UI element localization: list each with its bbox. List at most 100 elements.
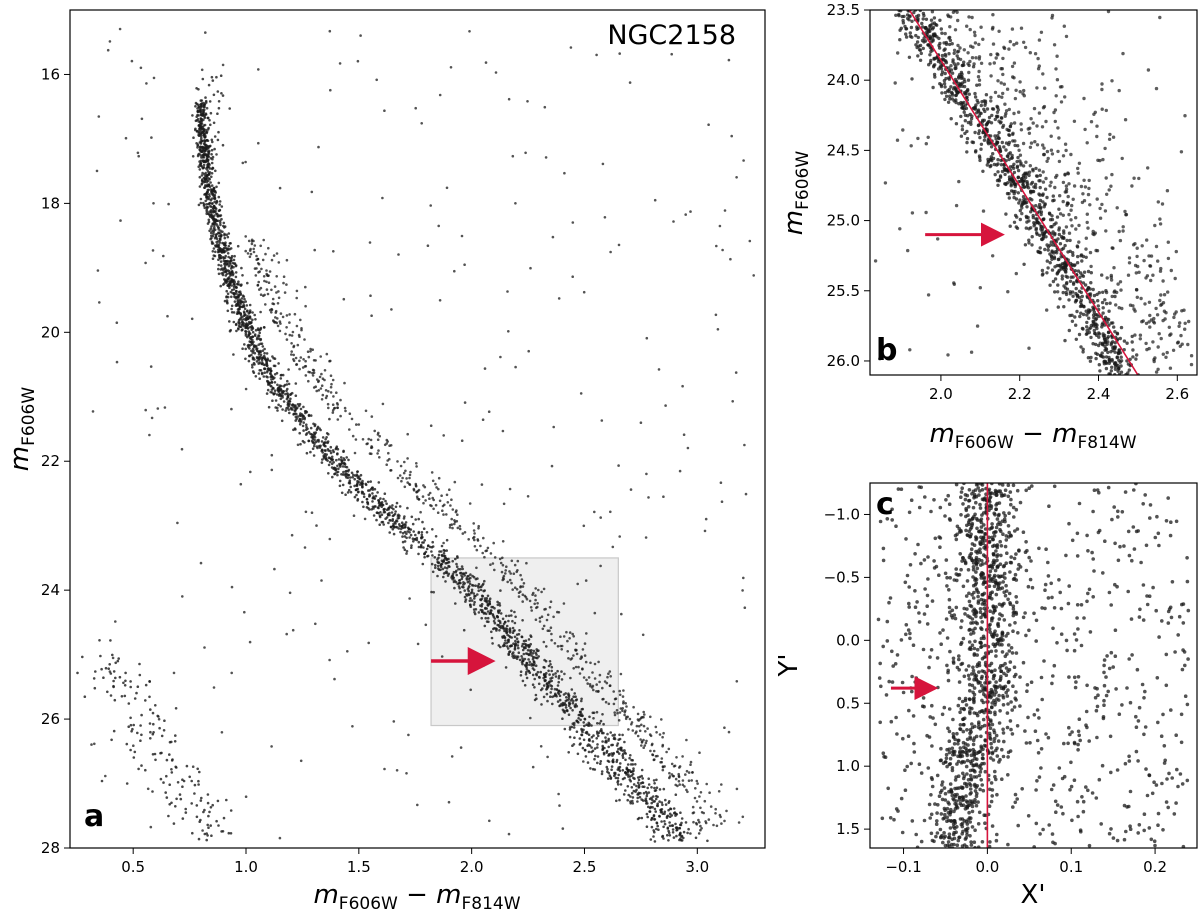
data-point <box>565 630 568 634</box>
data-point <box>313 248 317 252</box>
data-point <box>546 755 549 759</box>
data-point <box>1040 227 1045 231</box>
data-point <box>270 380 274 384</box>
data-point <box>1089 355 1093 360</box>
data-point <box>508 650 511 654</box>
data-point <box>576 582 579 586</box>
data-point <box>209 111 213 115</box>
data-point <box>207 146 210 149</box>
data-point <box>513 621 517 625</box>
data-point <box>328 460 332 464</box>
data-point <box>595 683 598 686</box>
data-point <box>519 670 523 673</box>
data-point <box>472 603 476 606</box>
data-point <box>654 797 658 801</box>
data-point <box>464 571 468 575</box>
data-point <box>311 447 315 451</box>
data-point <box>629 801 632 805</box>
data-point <box>1110 357 1114 362</box>
data-point <box>410 544 413 547</box>
data-point <box>208 195 211 198</box>
data-point <box>243 297 246 301</box>
data-point <box>233 254 236 258</box>
data-point <box>943 97 947 102</box>
data-point <box>632 789 636 793</box>
data-point <box>223 236 227 240</box>
data-point <box>921 17 925 21</box>
data-point <box>539 745 543 748</box>
data-point <box>580 655 583 658</box>
data-point <box>344 409 347 413</box>
data-point <box>125 782 129 785</box>
data-point <box>962 110 966 114</box>
data-point <box>423 485 427 489</box>
data-point <box>752 274 755 277</box>
data-point <box>981 118 985 123</box>
data-point <box>256 284 260 287</box>
data-point <box>578 672 582 675</box>
data-point <box>509 572 512 575</box>
data-point <box>535 606 538 610</box>
data-point <box>567 704 571 708</box>
data-point <box>948 97 952 101</box>
data-point <box>1074 279 1079 283</box>
data-point <box>636 712 640 716</box>
data-point <box>662 787 666 791</box>
data-point <box>1057 207 1061 211</box>
data-point <box>598 680 601 684</box>
data-point <box>210 188 214 191</box>
data-point <box>656 804 659 808</box>
data-point <box>1031 121 1035 125</box>
data-point <box>260 267 263 271</box>
data-point <box>401 535 404 538</box>
data-point <box>1030 235 1034 239</box>
data-point <box>571 701 575 705</box>
data-point <box>977 114 982 118</box>
data-point <box>928 37 932 41</box>
data-point <box>438 299 442 302</box>
data-point <box>251 351 255 354</box>
data-point <box>406 526 410 530</box>
data-point <box>672 807 676 810</box>
data-point <box>1063 266 1068 270</box>
data-point <box>243 307 247 311</box>
data-point <box>342 449 345 453</box>
data-point <box>151 732 155 736</box>
data-point <box>615 799 618 803</box>
data-point <box>1038 185 1042 190</box>
data-point <box>387 508 390 511</box>
data-point <box>537 588 540 592</box>
data-point <box>438 93 442 97</box>
data-point <box>937 36 941 41</box>
data-point <box>213 197 217 201</box>
data-point <box>513 563 517 567</box>
data-point <box>301 417 304 421</box>
data-point <box>272 364 276 368</box>
data-point <box>377 481 381 484</box>
data-point <box>590 724 593 727</box>
data-point <box>210 242 214 245</box>
data-point <box>1130 340 1134 344</box>
data-point <box>107 667 110 670</box>
data-point <box>954 93 958 97</box>
data-point <box>623 776 626 780</box>
data-point <box>550 665 554 669</box>
data-point <box>529 651 533 654</box>
data-point <box>333 472 337 476</box>
data-point <box>230 407 233 411</box>
data-point <box>328 537 332 541</box>
data-point <box>202 124 206 127</box>
data-point <box>668 821 671 824</box>
data-point <box>1004 182 1008 187</box>
data-point <box>327 406 330 410</box>
data-point <box>440 562 444 566</box>
data-point <box>211 140 214 144</box>
data-point <box>230 671 233 675</box>
data-point <box>697 818 700 822</box>
data-point <box>645 794 649 798</box>
data-point <box>248 326 252 329</box>
data-point <box>604 736 607 739</box>
data-point <box>1075 261 1080 265</box>
data-point <box>220 92 223 95</box>
data-point <box>331 449 335 452</box>
